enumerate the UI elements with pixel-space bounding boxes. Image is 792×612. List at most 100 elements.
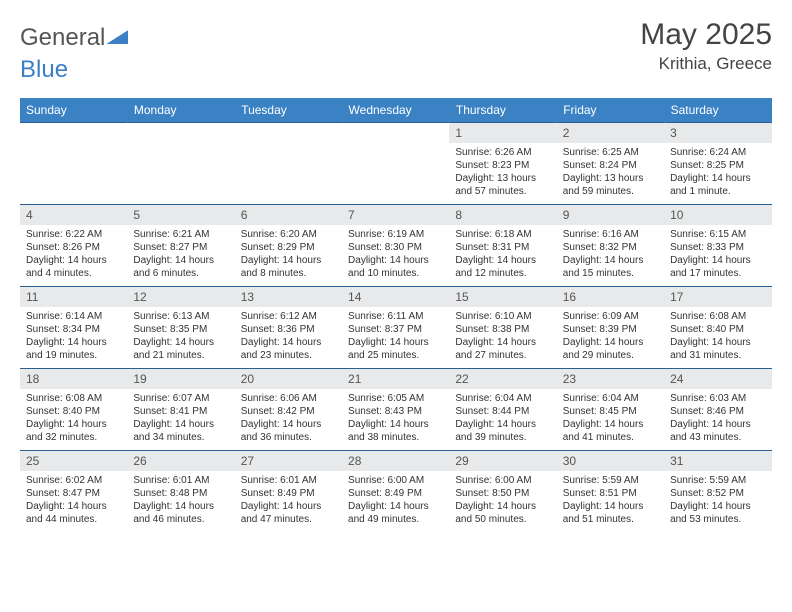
day-details: Sunrise: 6:12 AMSunset: 8:36 PMDaylight:… <box>235 307 342 368</box>
calendar-cell: 16Sunrise: 6:09 AMSunset: 8:39 PMDayligh… <box>557 287 664 369</box>
day-details: Sunrise: 6:13 AMSunset: 8:35 PMDaylight:… <box>127 307 234 368</box>
day-number: 25 <box>20 451 127 471</box>
day-details: Sunrise: 6:14 AMSunset: 8:34 PMDaylight:… <box>20 307 127 368</box>
day-details: Sunrise: 6:20 AMSunset: 8:29 PMDaylight:… <box>235 225 342 286</box>
day-details: Sunrise: 6:00 AMSunset: 8:50 PMDaylight:… <box>449 471 556 532</box>
calendar-cell: 2Sunrise: 6:25 AMSunset: 8:24 PMDaylight… <box>557 123 664 205</box>
calendar-cell: 19Sunrise: 6:07 AMSunset: 8:41 PMDayligh… <box>127 369 234 451</box>
calendar-cell: 20Sunrise: 6:06 AMSunset: 8:42 PMDayligh… <box>235 369 342 451</box>
day-details: Sunrise: 6:04 AMSunset: 8:44 PMDaylight:… <box>449 389 556 450</box>
day-number: 18 <box>20 369 127 389</box>
day-number: 28 <box>342 451 449 471</box>
day-details: Sunrise: 6:02 AMSunset: 8:47 PMDaylight:… <box>20 471 127 532</box>
day-number: 8 <box>449 205 556 225</box>
month-title: May 2025 <box>640 18 772 52</box>
day-number: 19 <box>127 369 234 389</box>
calendar-cell: 18Sunrise: 6:08 AMSunset: 8:40 PMDayligh… <box>20 369 127 451</box>
day-details: Sunrise: 5:59 AMSunset: 8:51 PMDaylight:… <box>557 471 664 532</box>
calendar-cell: 21Sunrise: 6:05 AMSunset: 8:43 PMDayligh… <box>342 369 449 451</box>
calendar-cell: 29Sunrise: 6:00 AMSunset: 8:50 PMDayligh… <box>449 451 556 533</box>
day-details: Sunrise: 6:11 AMSunset: 8:37 PMDaylight:… <box>342 307 449 368</box>
logo-triangle-icon <box>106 30 128 44</box>
day-details: Sunrise: 6:01 AMSunset: 8:48 PMDaylight:… <box>127 471 234 532</box>
day-number: 4 <box>20 205 127 225</box>
calendar-cell: 22Sunrise: 6:04 AMSunset: 8:44 PMDayligh… <box>449 369 556 451</box>
day-details: Sunrise: 6:04 AMSunset: 8:45 PMDaylight:… <box>557 389 664 450</box>
calendar-cell: 27Sunrise: 6:01 AMSunset: 8:49 PMDayligh… <box>235 451 342 533</box>
calendar-row: 18Sunrise: 6:08 AMSunset: 8:40 PMDayligh… <box>20 369 772 451</box>
day-details: Sunrise: 6:03 AMSunset: 8:46 PMDaylight:… <box>664 389 771 450</box>
calendar-cell: 13Sunrise: 6:12 AMSunset: 8:36 PMDayligh… <box>235 287 342 369</box>
day-number: 27 <box>235 451 342 471</box>
calendar-cell: 14Sunrise: 6:11 AMSunset: 8:37 PMDayligh… <box>342 287 449 369</box>
calendar-cell: 25Sunrise: 6:02 AMSunset: 8:47 PMDayligh… <box>20 451 127 533</box>
day-number: 20 <box>235 369 342 389</box>
day-number: 31 <box>664 451 771 471</box>
calendar-cell: 15Sunrise: 6:10 AMSunset: 8:38 PMDayligh… <box>449 287 556 369</box>
day-details: Sunrise: 6:09 AMSunset: 8:39 PMDaylight:… <box>557 307 664 368</box>
weekday-header: Monday <box>127 98 234 123</box>
day-number: 1 <box>449 123 556 143</box>
day-number: 15 <box>449 287 556 307</box>
day-number: 7 <box>342 205 449 225</box>
day-number: 5 <box>127 205 234 225</box>
calendar-row: 11Sunrise: 6:14 AMSunset: 8:34 PMDayligh… <box>20 287 772 369</box>
day-details: Sunrise: 6:06 AMSunset: 8:42 PMDaylight:… <box>235 389 342 450</box>
day-number: 26 <box>127 451 234 471</box>
calendar-cell: 31Sunrise: 5:59 AMSunset: 8:52 PMDayligh… <box>664 451 771 533</box>
calendar-row: ....1Sunrise: 6:26 AMSunset: 8:23 PMDayl… <box>20 123 772 205</box>
weekday-header: Wednesday <box>342 98 449 123</box>
calendar-cell: 3Sunrise: 6:24 AMSunset: 8:25 PMDaylight… <box>664 123 771 205</box>
calendar-cell: . <box>127 123 234 205</box>
day-number: 14 <box>342 287 449 307</box>
calendar-table: SundayMondayTuesdayWednesdayThursdayFrid… <box>20 98 772 532</box>
day-details: Sunrise: 6:24 AMSunset: 8:25 PMDaylight:… <box>664 143 771 204</box>
day-details: Sunrise: 6:18 AMSunset: 8:31 PMDaylight:… <box>449 225 556 286</box>
day-details: Sunrise: 6:25 AMSunset: 8:24 PMDaylight:… <box>557 143 664 204</box>
calendar-row: 4Sunrise: 6:22 AMSunset: 8:26 PMDaylight… <box>20 205 772 287</box>
calendar-cell: 28Sunrise: 6:00 AMSunset: 8:49 PMDayligh… <box>342 451 449 533</box>
day-number: 22 <box>449 369 556 389</box>
day-details: Sunrise: 6:19 AMSunset: 8:30 PMDaylight:… <box>342 225 449 286</box>
logo: General <box>20 18 130 52</box>
day-number: 12 <box>127 287 234 307</box>
weekday-header: Thursday <box>449 98 556 123</box>
calendar-cell: . <box>342 123 449 205</box>
day-details: Sunrise: 6:07 AMSunset: 8:41 PMDaylight:… <box>127 389 234 450</box>
calendar-cell: 24Sunrise: 6:03 AMSunset: 8:46 PMDayligh… <box>664 369 771 451</box>
day-details: Sunrise: 6:05 AMSunset: 8:43 PMDaylight:… <box>342 389 449 450</box>
weekday-header: Friday <box>557 98 664 123</box>
weekday-header: Tuesday <box>235 98 342 123</box>
calendar-cell: 4Sunrise: 6:22 AMSunset: 8:26 PMDaylight… <box>20 205 127 287</box>
day-number: 13 <box>235 287 342 307</box>
day-number: 21 <box>342 369 449 389</box>
day-number: 23 <box>557 369 664 389</box>
day-number: 10 <box>664 205 771 225</box>
calendar-cell: . <box>20 123 127 205</box>
day-number: 3 <box>664 123 771 143</box>
calendar-cell: 8Sunrise: 6:18 AMSunset: 8:31 PMDaylight… <box>449 205 556 287</box>
day-details: Sunrise: 6:26 AMSunset: 8:23 PMDaylight:… <box>449 143 556 204</box>
calendar-cell: . <box>235 123 342 205</box>
day-details: Sunrise: 6:22 AMSunset: 8:26 PMDaylight:… <box>20 225 127 286</box>
day-number: 16 <box>557 287 664 307</box>
day-details: Sunrise: 6:08 AMSunset: 8:40 PMDaylight:… <box>20 389 127 450</box>
day-details: Sunrise: 6:15 AMSunset: 8:33 PMDaylight:… <box>664 225 771 286</box>
day-number: 6 <box>235 205 342 225</box>
day-number: 2 <box>557 123 664 143</box>
calendar-cell: 10Sunrise: 6:15 AMSunset: 8:33 PMDayligh… <box>664 205 771 287</box>
day-details: Sunrise: 6:01 AMSunset: 8:49 PMDaylight:… <box>235 471 342 532</box>
calendar-cell: 9Sunrise: 6:16 AMSunset: 8:32 PMDaylight… <box>557 205 664 287</box>
calendar-cell: 11Sunrise: 6:14 AMSunset: 8:34 PMDayligh… <box>20 287 127 369</box>
weekday-header: Sunday <box>20 98 127 123</box>
logo-text-1: General <box>20 24 105 52</box>
day-details: Sunrise: 6:00 AMSunset: 8:49 PMDaylight:… <box>342 471 449 532</box>
calendar-cell: 6Sunrise: 6:20 AMSunset: 8:29 PMDaylight… <box>235 205 342 287</box>
day-number: 9 <box>557 205 664 225</box>
calendar-row: 25Sunrise: 6:02 AMSunset: 8:47 PMDayligh… <box>20 451 772 533</box>
calendar-cell: 26Sunrise: 6:01 AMSunset: 8:48 PMDayligh… <box>127 451 234 533</box>
calendar-cell: 7Sunrise: 6:19 AMSunset: 8:30 PMDaylight… <box>342 205 449 287</box>
location: Krithia, Greece <box>640 54 772 74</box>
day-details: Sunrise: 6:16 AMSunset: 8:32 PMDaylight:… <box>557 225 664 286</box>
day-details: Sunrise: 6:08 AMSunset: 8:40 PMDaylight:… <box>664 307 771 368</box>
